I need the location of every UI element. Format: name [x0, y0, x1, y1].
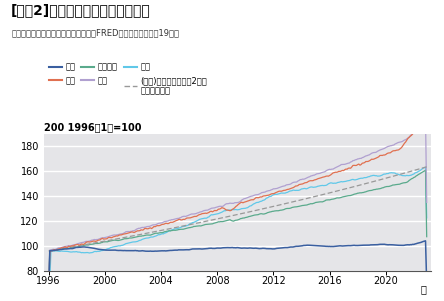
Text: 年: 年 [420, 284, 427, 294]
Text: [図表2]消費者物価指数の国際比較: [図表2]消費者物価指数の国際比較 [11, 3, 151, 17]
Text: 200 1996年1月=100: 200 1996年1月=100 [44, 123, 142, 132]
Text: 出所：総務省、米セントルイス連銀・FRED　注：ユーロ圏は19か国: 出所：総務省、米セントルイス連銀・FRED 注：ユーロ圏は19か国 [11, 29, 179, 38]
Legend: 日本, 米国, ユーロ圏, 英国, 中国, (参考)前年比上昇率が2％で
推移した場合: 日本, 米国, ユーロ圏, 英国, 中国, (参考)前年比上昇率が2％で 推移し… [48, 63, 207, 95]
